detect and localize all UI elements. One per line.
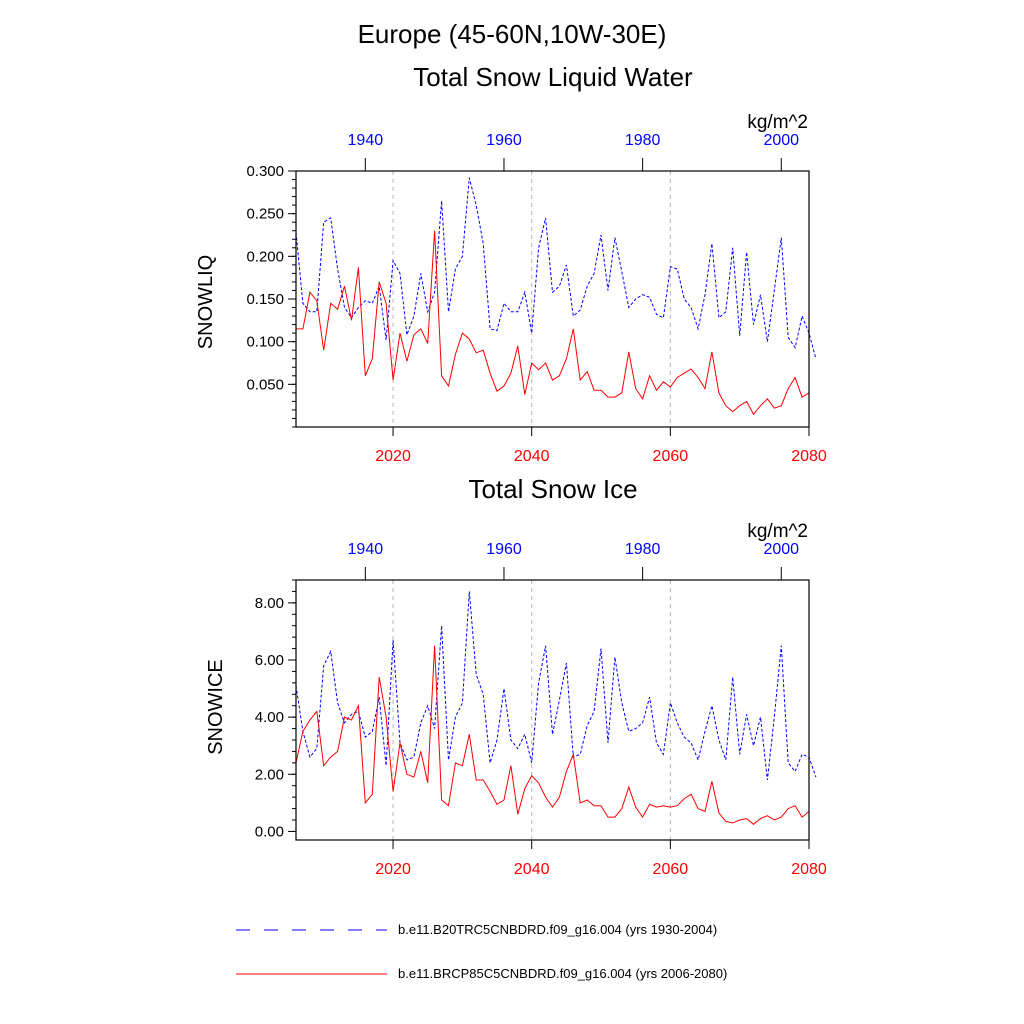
panel-title: Total Snow Ice [468,474,637,504]
units-label: kg/m^2 [747,521,808,542]
y-tick-label: 4.00 [255,709,284,726]
x-bottom-tick-label: 2020 [375,861,411,878]
x-top-tick-label: 2000 [763,132,799,149]
x-top-tick-label: 1940 [348,132,384,149]
grid [392,580,671,840]
y-tick-label: 0.150 [246,291,284,308]
x-bottom-tick-label: 2080 [791,448,827,465]
x-top-tick-label: 1960 [486,132,522,149]
series-line-historical [295,591,817,781]
y-tick-label: 0.050 [246,376,284,393]
x-bottom-tick-label: 2020 [375,448,411,465]
legend-label-future: b.e11.BRCP85C5CNBDRD.f09_g16.004 (yrs 20… [398,966,727,981]
panel-snowice: Total Snow Ice kg/m^2 SNOWICE 0.00 2.00 4.… [205,474,827,878]
panel-title: Total Snow Liquid Water [413,62,693,92]
y-tick-label: 0.200 [246,248,284,265]
units-label: kg/m^2 [747,112,808,133]
axes: 0.00 2.00 4.00 6.00 8.00 2020 2040 2060 2080 1940… [255,541,827,878]
y-axis-label: SNOWLIQ [195,255,217,349]
series-line-future [296,230,810,416]
series-layer [295,177,817,416]
series-layer [295,591,817,825]
x-top-tick-label: 1980 [625,541,661,558]
y-tick-label: 0.00 [255,823,284,840]
y-tick-label: 0.250 [246,206,284,223]
y-tick-label: 0.100 [246,334,284,351]
legend: b.e11.B20TRC5CNBDRD.f09_g16.004 (yrs 193… [236,922,727,981]
x-top-tick-label: 1980 [625,132,661,149]
plot-frame [295,170,810,428]
x-bottom-tick-label: 2060 [653,861,689,878]
x-top-tick-label: 2000 [763,541,799,558]
legend-label-historical: b.e11.B20TRC5CNBDRD.f09_g16.004 (yrs 193… [398,922,717,937]
panel-snowliq: Total Snow Liquid Water kg/m^2 SNOWLIQ 0… [195,62,827,465]
figure-title: Europe (45-60N,10W-30E) [358,19,667,49]
x-top-tick-label: 1940 [348,541,384,558]
series-line-historical [295,177,817,359]
y-axis-label: SNOWICE [205,659,227,755]
x-bottom-tick-label: 2080 [791,861,827,878]
y-tick-label: 6.00 [255,652,284,669]
axes: 0.050 0.100 0.150 0.200 0.250 0.300 2020 2040 20… [246,132,826,465]
x-top-tick-label: 1960 [486,541,522,558]
x-bottom-tick-label: 2040 [514,861,550,878]
x-bottom-tick-label: 2040 [514,448,550,465]
y-tick-label: 0.300 [246,163,284,180]
y-tick-label: 2.00 [255,766,284,783]
x-bottom-tick-label: 2060 [653,448,689,465]
y-tick-label: 8.00 [255,595,284,612]
grid [392,171,671,427]
plot-frame [295,579,810,841]
series-line-future [295,645,810,825]
